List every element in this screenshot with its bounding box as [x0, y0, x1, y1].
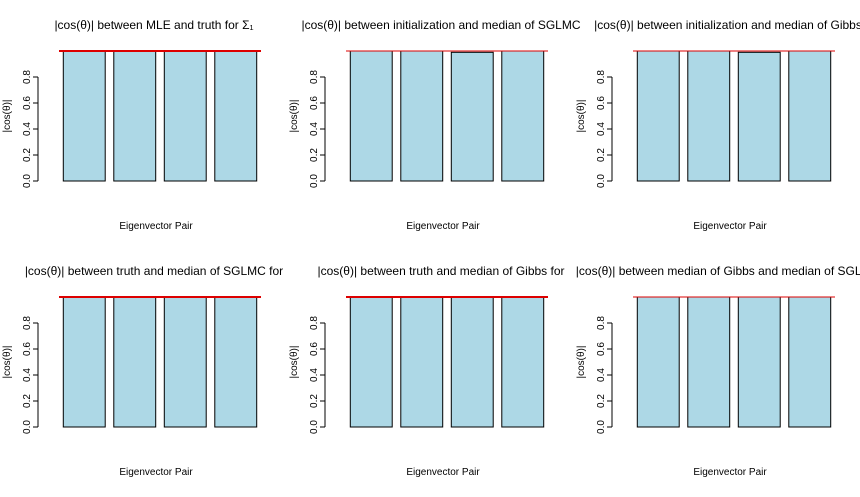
y-tick-label: 0.8: [596, 316, 607, 330]
y-tick-label: 0.4: [309, 368, 320, 382]
y-tick-label: 0.4: [596, 122, 607, 136]
chart-title: |cos(θ)| between initialization and medi…: [301, 18, 580, 32]
y-tick-label: 0.4: [596, 368, 607, 382]
bar-2: [687, 50, 731, 182]
bar-3: [737, 296, 781, 428]
chart-panel-4: |cos(θ)| between truth and median of SGL…: [2, 264, 283, 478]
bar-4: [788, 50, 832, 182]
x-axis-label: Eigenvector Pair: [693, 221, 767, 232]
y-tick-label: 0.2: [22, 394, 33, 408]
y-tick-label: 0.6: [22, 96, 33, 110]
y-tick-label: 0.6: [309, 96, 320, 110]
y-tick-label: 0.6: [22, 342, 33, 356]
x-axis-label: Eigenvector Pair: [119, 467, 193, 478]
bar-1: [62, 50, 106, 182]
bar-4: [214, 296, 258, 428]
y-tick-label: 0.8: [22, 70, 33, 84]
bar-2: [113, 50, 157, 182]
bar-1: [636, 296, 680, 428]
chart-panel-1: |cos(θ)| between MLE and truth for Σ₁ 0.0…: [2, 18, 261, 232]
y-tick-label: 0.0: [309, 174, 320, 188]
y-axis-label: |cos(θ)|: [289, 346, 300, 379]
chart-title: |cos(θ)| between truth and median of SGL…: [25, 264, 283, 278]
y-tick-label: 0.0: [596, 174, 607, 188]
chart-panel-6: |cos(θ)| between median of Gibbs and med…: [576, 264, 860, 478]
bar-3: [163, 296, 207, 428]
bar-4: [501, 50, 545, 182]
bar-3: [737, 51, 781, 182]
y-tick-label: 0.0: [22, 420, 33, 434]
bar-1: [349, 50, 393, 182]
y-tick-label: 0.8: [596, 70, 607, 84]
bar-3: [450, 51, 494, 182]
bar-4: [788, 296, 832, 428]
y-tick-label: 0.0: [22, 174, 33, 188]
x-axis-label: Eigenvector Pair: [406, 467, 480, 478]
y-tick-label: 0.4: [309, 122, 320, 136]
y-tick-label: 0.8: [22, 316, 33, 330]
chart-title: |cos(θ)| between median of Gibbs and med…: [576, 264, 860, 278]
y-tick-label: 0.6: [596, 342, 607, 356]
y-tick-label: 0.4: [22, 368, 33, 382]
bar-1: [62, 296, 106, 428]
bar-1: [636, 50, 680, 182]
y-axis-label: |cos(θ)|: [289, 100, 300, 133]
y-tick-label: 0.8: [309, 70, 320, 84]
y-tick-label: 0.2: [309, 394, 320, 408]
y-tick-label: 0.2: [596, 148, 607, 162]
bar-4: [501, 296, 545, 428]
y-tick-label: 0.8: [309, 316, 320, 330]
chart-title: |cos(θ)| between MLE and truth for Σ₁: [54, 18, 253, 32]
y-axis-label: |cos(θ)|: [576, 346, 587, 379]
y-tick-label: 0.6: [309, 342, 320, 356]
y-axis-label: |cos(θ)|: [2, 100, 13, 133]
chart-title: |cos(θ)| between truth and median of Gib…: [317, 264, 564, 278]
chart-panel-3: |cos(θ)| between initialization and medi…: [576, 18, 860, 232]
x-axis-label: Eigenvector Pair: [119, 221, 193, 232]
y-tick-label: 0.4: [22, 122, 33, 136]
bar-2: [400, 296, 444, 428]
y-tick-label: 0.0: [596, 420, 607, 434]
bar-3: [163, 50, 207, 182]
chart-title: |cos(θ)| between initialization and medi…: [594, 18, 860, 32]
y-tick-label: 0.2: [596, 394, 607, 408]
chart-panel-2: |cos(θ)| between initialization and medi…: [289, 18, 581, 232]
x-axis-label: Eigenvector Pair: [406, 221, 480, 232]
x-axis-label: Eigenvector Pair: [693, 467, 767, 478]
y-tick-label: 0.6: [596, 96, 607, 110]
bar-3: [450, 296, 494, 428]
bar-4: [214, 50, 258, 182]
y-tick-label: 0.0: [309, 420, 320, 434]
y-axis-label: |cos(θ)|: [2, 346, 13, 379]
bar-2: [113, 296, 157, 428]
y-tick-label: 0.2: [309, 148, 320, 162]
bar-2: [400, 50, 444, 182]
bar-2: [687, 296, 731, 428]
y-axis-label: |cos(θ)|: [576, 100, 587, 133]
chart-panel-5: |cos(θ)| between truth and median of Gib…: [289, 264, 565, 478]
bar-1: [349, 296, 393, 428]
y-tick-label: 0.2: [22, 148, 33, 162]
